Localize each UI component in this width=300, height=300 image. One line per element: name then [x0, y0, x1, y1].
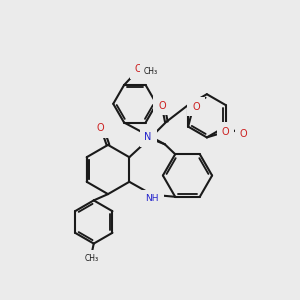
- Text: O: O: [158, 100, 166, 111]
- Text: NH: NH: [146, 194, 159, 203]
- Text: N: N: [144, 132, 152, 142]
- Text: CH₃: CH₃: [144, 67, 158, 76]
- Text: O: O: [192, 102, 200, 112]
- Text: CH₃: CH₃: [84, 254, 98, 263]
- Text: O: O: [240, 129, 247, 139]
- Text: O: O: [135, 64, 142, 74]
- Text: O: O: [222, 127, 230, 137]
- Text: O: O: [96, 123, 104, 133]
